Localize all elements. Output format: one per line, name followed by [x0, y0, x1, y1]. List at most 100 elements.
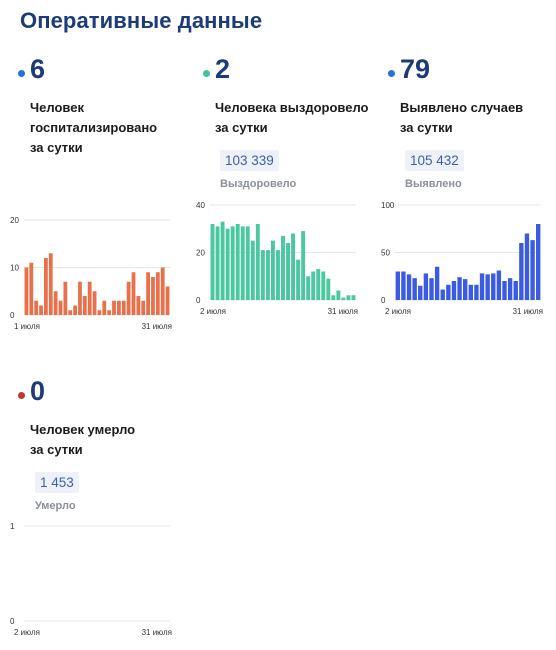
bar: [463, 279, 468, 300]
bar: [507, 278, 513, 300]
dot-icon: [18, 392, 25, 399]
bar: [215, 226, 220, 300]
stat-card-hospitalized: 6 Человек госпитализировано за сутки: [18, 54, 188, 158]
stat-description: Человека выздоровело за сутки: [215, 98, 373, 138]
bar: [502, 281, 507, 300]
total-count: 105 432: [405, 150, 464, 171]
total-label: Выздоровело: [220, 178, 297, 190]
bar: [423, 273, 429, 300]
x-tick-label: 31 июля: [142, 322, 172, 331]
x-tick-label: 31 июля: [142, 628, 172, 637]
stat-description: Человек госпитализировано за сутки: [30, 98, 188, 158]
bar: [513, 281, 518, 300]
stat-description-line: за сутки: [30, 140, 83, 155]
detected-bar-chart: 0 50 100 2 июля 31 июля: [381, 201, 543, 316]
bar: [230, 226, 235, 300]
bar: [395, 271, 400, 300]
y-tick-label: 0: [10, 617, 15, 626]
stat-card-detected: 79 Выявлено случаев за сутки 105 432 Выя…: [388, 54, 556, 190]
deaths-bar-chart: 0 1 2 июля 31 июля: [10, 522, 172, 637]
stat-description-line: Выявлено случаев: [400, 100, 524, 115]
dot-icon: [203, 70, 210, 77]
stat-value: 0: [30, 376, 46, 406]
bar: [270, 240, 275, 300]
stat-description-line: за сутки: [30, 442, 83, 457]
bar: [301, 231, 306, 300]
x-tick-label: 1 июля: [14, 322, 40, 331]
bar: [155, 272, 160, 315]
bar: [326, 278, 331, 300]
bar: [265, 250, 270, 300]
stat-description-line: госпитализировано: [30, 120, 158, 135]
bar: [401, 271, 406, 300]
bar: [479, 273, 485, 300]
y-tick-label: 0: [10, 311, 15, 320]
bar: [474, 284, 479, 300]
bar: [491, 273, 496, 300]
stat-description-line: Человек умерло: [30, 422, 136, 437]
bar: [68, 310, 73, 315]
bar: [97, 310, 102, 315]
bar: [336, 290, 341, 300]
bar: [53, 291, 58, 315]
y-tick-label: 1: [10, 522, 15, 531]
bar: [440, 289, 445, 300]
bar: [220, 221, 225, 300]
bar: [331, 295, 336, 300]
stat-description: Человек умерло за сутки: [30, 420, 188, 460]
x-tick-label: 2 июля: [385, 307, 411, 316]
x-tick-label: 31 июля: [513, 307, 543, 316]
stat-description: Выявлено случаев за сутки: [400, 98, 556, 138]
bar: [296, 259, 301, 300]
page-title: Оперативные данные: [20, 8, 263, 33]
bar: [291, 233, 296, 300]
bar: [92, 291, 97, 315]
stat-card-deaths: 0 Человек умерло за сутки 1 453 Умерло: [18, 376, 188, 512]
total-count: 1 453: [35, 472, 79, 493]
bar: [316, 269, 321, 300]
bar: [496, 270, 502, 300]
bar: [48, 253, 53, 315]
bar: [468, 284, 473, 300]
bar: [82, 296, 87, 315]
bar: [235, 224, 240, 300]
bar: [58, 300, 63, 315]
bar: [281, 235, 285, 300]
bar: [434, 266, 440, 300]
bar: [210, 224, 215, 300]
bar: [245, 226, 250, 300]
bar: [311, 271, 316, 300]
y-tick-label: 50: [381, 249, 390, 258]
bar: [346, 295, 351, 300]
bar: [126, 281, 131, 315]
total-label: Выявлено: [405, 178, 462, 190]
bar: [121, 300, 126, 315]
bar: [306, 276, 311, 300]
y-tick-label: 10: [10, 264, 19, 273]
stat-description-line: Человека выздоровело: [215, 100, 369, 115]
stat-value: 79: [400, 54, 431, 84]
bar: [112, 300, 116, 315]
bar: [34, 300, 39, 315]
bar: [165, 286, 170, 315]
x-tick-label: 31 июля: [328, 307, 358, 316]
bar: [429, 278, 434, 300]
total-label: Умерло: [35, 500, 76, 512]
dot-icon: [18, 70, 25, 77]
bar: [44, 258, 48, 315]
y-tick-label: 0: [381, 296, 386, 305]
stat-description-line: за сутки: [400, 120, 453, 135]
bar: [451, 281, 457, 300]
bar: [73, 305, 77, 315]
bar: [225, 228, 230, 300]
bar: [321, 271, 326, 300]
hospitalized-bar-chart: 0 10 20 1 июля 31 июля: [10, 216, 172, 331]
bar: [29, 262, 34, 315]
bar: [78, 281, 82, 315]
bar: [131, 272, 136, 315]
bar: [255, 224, 260, 300]
bar: [146, 272, 150, 315]
bar: [250, 240, 255, 300]
y-tick-label: 0: [196, 296, 201, 305]
bar: [63, 281, 68, 315]
